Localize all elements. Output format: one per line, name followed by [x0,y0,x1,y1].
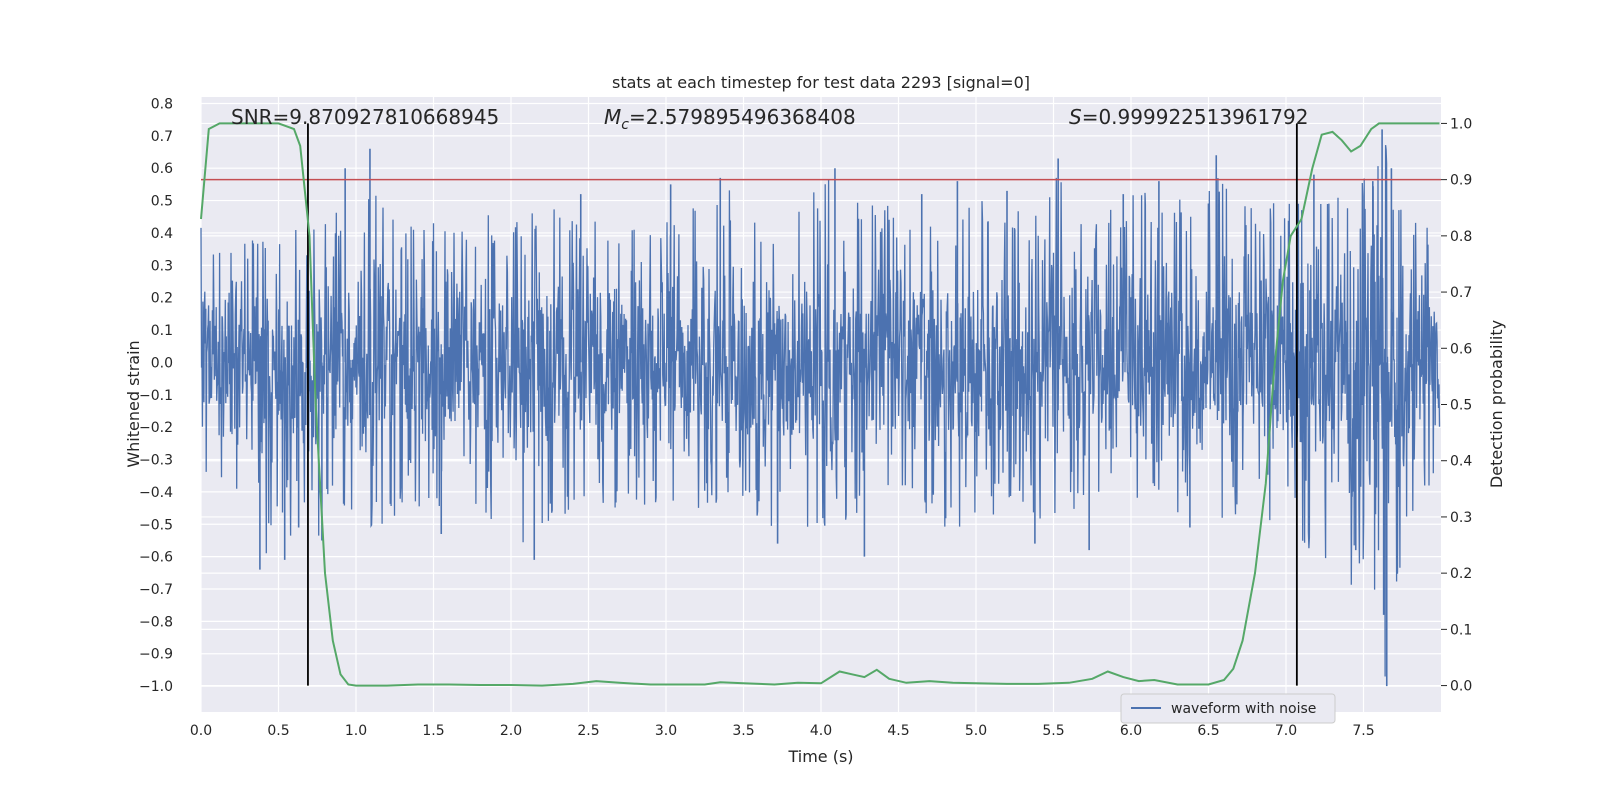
x-tick-label: 3.5 [732,723,754,739]
y-right-tick-label: 0.7 [1450,285,1472,301]
legend-label-waveform: waveform with noise [1171,701,1316,717]
score-annotation: S=0.999922513961792 [1069,105,1308,129]
y-right-tick-label: 0.4 [1450,454,1472,470]
mc-subscript: c [621,117,629,133]
probability-path [200,122,1440,687]
y-left-tick-label: −0.3 [139,453,173,469]
y-left-tick-label: −0.1 [139,388,173,404]
legend: waveform with noise [1120,693,1336,724]
y-right-tick-label: 0.1 [1450,622,1472,638]
x-ticks: 0.0 0.5 1.0 1.5 2.0 2.5 3.0 3.5 4.0 4.5 5.0 5.5 6.0 6… [190,723,1375,739]
x-tick-label: 0.0 [190,723,212,739]
x-tick-label: 1.0 [345,723,367,739]
x-tick-label: 1.5 [422,723,444,739]
y-right-tick-label: 0.0 [1450,679,1472,695]
y-left-tick-label: −0.6 [139,550,173,566]
y-left-tick-label: 0.5 [151,194,173,210]
x-tick-label: 5.0 [965,723,987,739]
chirp-mass-annotation: Mc=2.579895496368408 [604,105,856,133]
y-right-tick-label: 0.9 [1450,173,1472,189]
y-left-tick-label: 0.8 [151,96,173,112]
waveform-path [200,145,1441,677]
waveform-series [200,129,1441,687]
x-tick-label: 6.5 [1197,723,1219,739]
y-left-tick-label: −0.5 [139,517,173,533]
y-left-tick-label: 0.4 [151,226,173,242]
snr-annotation: SNR=9.870927810668945 [231,105,499,129]
y-left-tick-label: −1.0 [139,679,173,695]
s-symbol: S [1069,105,1082,129]
y-right-ticks: 1.0 0.9 0.8 0.7 0.6 0.5 0.4 0.3 0.2 0.1 0.0 [1441,116,1472,695]
y-left-tick-label: 0.1 [151,323,173,339]
x-tick-label: 4.5 [887,723,909,739]
y-right-tick-label: 0.2 [1450,566,1472,582]
x-axis-label: Time (s) [787,747,853,766]
x-tick-label: 4.0 [810,723,832,739]
x-tick-label: 6.0 [1120,723,1142,739]
y-left-tick-label: 0.2 [151,291,173,307]
y-left-ticks: 0.8 0.7 0.6 0.5 0.4 0.3 0.2 0.1 0.0 −0.1 −0.2 −0.3 −… [139,96,173,695]
y-right-tick-label: 0.8 [1450,229,1472,245]
x-tick-label: 0.5 [267,723,289,739]
x-tick-label: 7.5 [1352,723,1374,739]
chart-title: stats at each timestep for test data 229… [612,73,1030,92]
y-right-tick-label: 0.6 [1450,341,1472,357]
y-right-tick-label: 0.3 [1450,510,1472,526]
y-right-axis-label: Detection probability [1487,320,1506,488]
legend-box [1120,693,1336,724]
mc-value: =2.579895496368408 [629,105,856,129]
x-tick-label: 5.5 [1042,723,1064,739]
y-left-tick-label: −0.7 [139,582,173,598]
s-value: =0.999922513961792 [1082,105,1309,129]
mc-symbol: M [604,105,621,129]
x-tick-label: 3.0 [655,723,677,739]
y-left-tick-label: −0.8 [139,614,173,630]
y-left-tick-label: 0.0 [151,355,173,371]
x-tick-label: 7.0 [1275,723,1297,739]
y-left-axis-label: Whitened strain [124,340,143,467]
y-left-tick-label: −0.2 [139,420,173,436]
y-left-tick-label: −0.9 [139,647,173,663]
x-tick-label: 2.0 [500,723,522,739]
y-left-tick-label: 0.6 [151,161,173,177]
y-right-tick-label: 1.0 [1450,116,1472,132]
y-left-tick-label: 0.3 [151,258,173,274]
x-tick-label: 2.5 [577,723,599,739]
probability-series [200,122,1440,687]
y-left-tick-label: 0.7 [151,129,173,145]
y-right-tick-label: 0.5 [1450,398,1472,414]
y-left-tick-label: −0.4 [139,485,173,501]
